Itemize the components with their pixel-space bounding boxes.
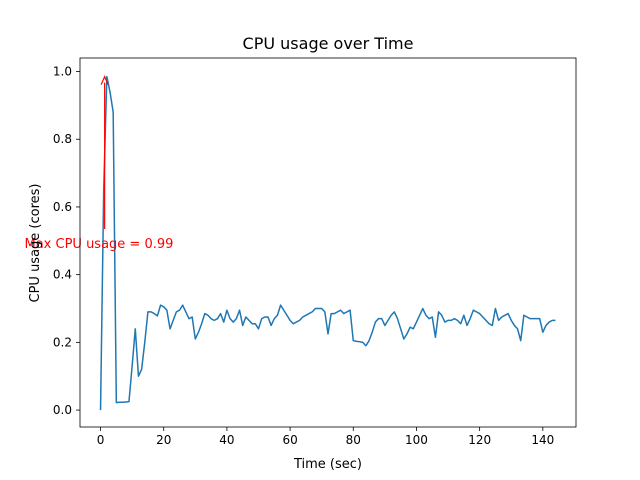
plot-area: 0 20 40 60 80 100 120 140 0.0 0.2 0.4 0.6 0.8 1.0 Max …: [25, 57, 577, 447]
x-tick-label: 100: [405, 433, 428, 447]
chart-title: CPU usage over Time: [243, 34, 414, 53]
x-tick-label: 60: [282, 433, 297, 447]
x-axis-label: Time (sec): [293, 457, 362, 472]
series-line: [99, 75, 556, 411]
annotation-arrow-head: [100, 75, 109, 85]
annotation-text: Max CPU usage = 0.99: [25, 237, 174, 252]
x-tick-label: 80: [346, 433, 361, 447]
x-tick-label: 20: [156, 433, 171, 447]
y-tick-label: 0.4: [53, 268, 72, 282]
y-tick-label: 0.0: [53, 403, 72, 417]
x-tick-label: 140: [531, 433, 554, 447]
axes-frame: [79, 57, 577, 428]
y-tick-label: 0.6: [53, 200, 72, 214]
y-axis-label: CPU usage (cores): [28, 184, 43, 303]
x-tick-label: 120: [468, 433, 491, 447]
y-tick-label: 0.8: [53, 132, 72, 146]
y-tick-label: 1.0: [53, 65, 72, 79]
y-tick-label: 0.2: [53, 335, 72, 349]
x-tick-label: 0: [97, 433, 105, 447]
x-tick-label: 40: [219, 433, 234, 447]
